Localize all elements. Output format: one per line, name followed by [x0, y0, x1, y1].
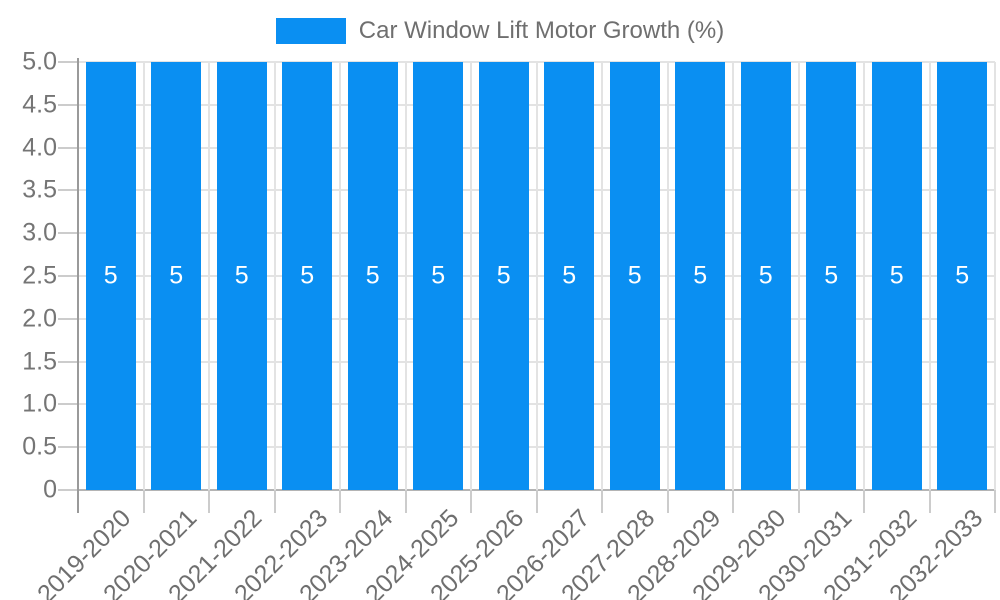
x-tick: [994, 490, 996, 513]
bar-value-label: 5: [103, 261, 118, 290]
x-gridline: [797, 62, 800, 490]
bar-value-label: 5: [234, 261, 249, 290]
y-tick: [58, 403, 78, 406]
y-tick: [58, 146, 78, 149]
bar[interactable]: 5: [85, 62, 136, 490]
y-axis-tick-label: 0.5: [22, 432, 57, 461]
bar[interactable]: 5: [937, 62, 988, 490]
y-tick: [58, 489, 78, 491]
bar-value-label: 5: [824, 261, 839, 290]
y-axis-tick-label: 1.0: [22, 389, 57, 418]
x-tick: [732, 490, 734, 513]
legend-swatch-icon: [275, 18, 346, 44]
y-tick: [58, 275, 78, 277]
bar-value-label: 5: [758, 261, 773, 290]
x-gridline: [666, 62, 669, 490]
y-axis-tick-label: 4.5: [22, 90, 57, 119]
bar[interactable]: 5: [216, 62, 267, 490]
bar[interactable]: 5: [413, 62, 464, 490]
bar-value-label: 5: [955, 261, 970, 290]
y-axis-tick-label: 3.5: [22, 175, 57, 204]
x-gridline: [601, 62, 603, 490]
x-tick: [928, 490, 931, 513]
y-axis-tick-label: 3.0: [22, 218, 57, 247]
bar[interactable]: 5: [544, 62, 595, 490]
bar[interactable]: 5: [871, 62, 922, 490]
x-gridline: [404, 62, 407, 490]
bar[interactable]: 5: [740, 62, 791, 490]
x-gridline: [732, 62, 734, 490]
bar[interactable]: 5: [675, 62, 726, 490]
x-axis-baseline: [58, 489, 995, 491]
y-axis-tick-label: 5.0: [22, 47, 57, 76]
x-tick: [797, 490, 800, 513]
x-gridline: [535, 62, 538, 490]
bar[interactable]: 5: [609, 62, 660, 490]
x-tick: [273, 490, 276, 513]
bar-value-label: 5: [365, 261, 380, 290]
x-tick: [404, 490, 407, 513]
bar-value-label: 5: [889, 261, 904, 290]
y-axis-line: [77, 58, 79, 513]
x-tick: [601, 490, 603, 513]
y-axis-tick-label: 2.5: [22, 261, 57, 290]
x-gridline: [142, 62, 145, 490]
y-tick: [58, 446, 78, 449]
x-tick: [208, 490, 210, 513]
y-axis-tick-label: 4.0: [22, 133, 57, 162]
bar-value-label: 5: [300, 261, 315, 290]
y-tick: [58, 61, 78, 63]
bar[interactable]: 5: [347, 62, 398, 490]
x-gridline: [208, 62, 210, 490]
y-axis-tick-label: 0: [43, 475, 57, 504]
x-tick: [666, 490, 669, 513]
bar-value-label: 5: [169, 261, 184, 290]
bar[interactable]: 5: [151, 62, 202, 490]
y-axis-tick-label: 1.5: [22, 347, 57, 376]
x-tick: [339, 490, 341, 513]
y-axis-tick-label: 2.0: [22, 304, 57, 333]
x-gridline: [994, 62, 996, 490]
bar[interactable]: 5: [478, 62, 529, 490]
x-tick: [863, 490, 865, 513]
x-gridline: [863, 62, 865, 490]
bar-value-label: 5: [627, 261, 642, 290]
y-tick: [58, 232, 78, 235]
bar-value-label: 5: [693, 261, 708, 290]
x-gridline: [273, 62, 276, 490]
x-tick: [142, 490, 145, 513]
x-gridline: [470, 62, 472, 490]
y-tick: [58, 189, 78, 192]
y-tick: [58, 360, 78, 363]
legend: Car Window Lift Motor Growth (%): [0, 17, 1000, 45]
bar[interactable]: 5: [806, 62, 857, 490]
legend-label: Car Window Lift Motor Growth (%): [358, 17, 725, 44]
bar[interactable]: 5: [282, 62, 333, 490]
x-tick: [470, 490, 472, 513]
y-tick: [58, 103, 78, 106]
bar-value-label: 5: [496, 261, 511, 290]
y-tick: [58, 317, 78, 320]
bar-value-label: 5: [562, 261, 577, 290]
bar-value-label: 5: [431, 261, 446, 290]
x-gridline: [928, 62, 931, 490]
x-gridline: [339, 62, 341, 490]
x-tick: [535, 490, 538, 513]
legend-item[interactable]: Car Window Lift Motor Growth (%): [275, 17, 725, 45]
